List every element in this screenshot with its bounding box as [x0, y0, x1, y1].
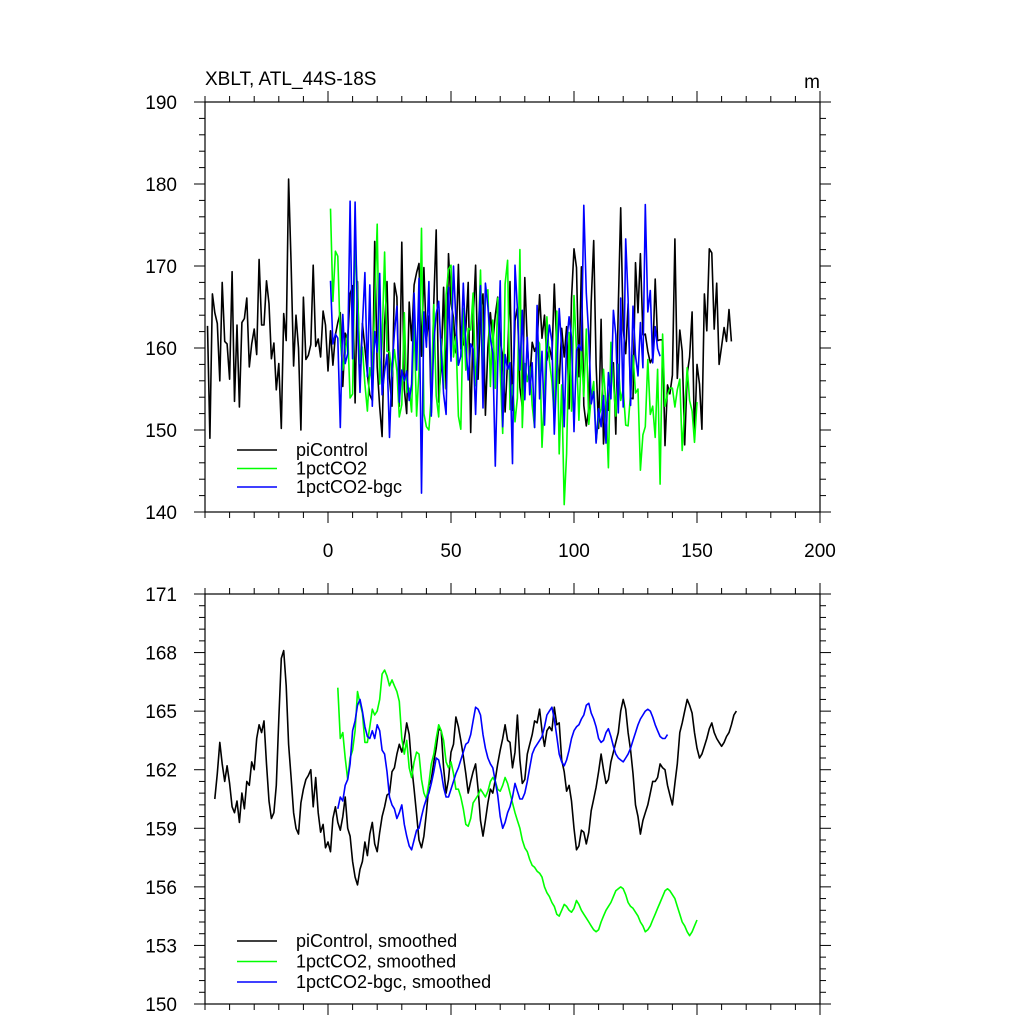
chart-panel-2: 150 153 156 159 162 165 168 171 piControl, smoot… [145, 583, 831, 1016]
plot-frame [204, 101, 821, 513]
y-tick-label: 162 [145, 761, 177, 782]
y-tick-label: 140 [145, 503, 177, 524]
y-tick-label: 160 [145, 339, 177, 360]
series-line-1pctco2-bgc [329, 200, 661, 494]
legend-label: 1pctCO2-bgc [296, 477, 402, 497]
series-line-1pctco2-bgc-smoothed [337, 698, 669, 851]
chart-panel-1: 0 50 100 150 200 140 150 160 170 180 190 XBLT, ATL_… [145, 69, 836, 562]
x-tick-label: 50 [440, 541, 461, 562]
series-line-1pctco2-smoothed [337, 669, 698, 937]
y-tick-label: 153 [145, 936, 177, 957]
legend-label: 1pctCO2 [296, 459, 367, 479]
x-tick-label: 100 [558, 541, 590, 562]
chart-title: XBLT, ATL_44S-18S [205, 69, 376, 90]
y-tick-label: 190 [145, 93, 177, 114]
series-line-picontrol-smoothed [214, 649, 738, 886]
legend-label: 1pctCO2, smoothed [296, 952, 456, 972]
y-tick-label: 159 [145, 819, 177, 840]
plot-frame [204, 593, 821, 1005]
y-tick-label: 170 [145, 257, 177, 278]
y-tick-label: 156 [145, 878, 177, 899]
y-tick-label: 171 [145, 585, 177, 606]
y-tick-label: 150 [145, 421, 177, 442]
x-tick-label: 150 [681, 541, 713, 562]
y-tick-label: 180 [145, 175, 177, 196]
units-label: m [804, 72, 820, 93]
legend-label: piControl [296, 440, 368, 460]
y-tick-label: 165 [145, 702, 177, 723]
y-tick-label: 168 [145, 644, 177, 665]
y-tick-label: 150 [145, 995, 177, 1016]
legend-label: 1pctCO2-bgc, smoothed [296, 972, 491, 992]
legend-label: piControl, smoothed [296, 931, 457, 951]
x-tick-label: 200 [804, 541, 836, 562]
x-tick-label: 0 [323, 541, 334, 562]
